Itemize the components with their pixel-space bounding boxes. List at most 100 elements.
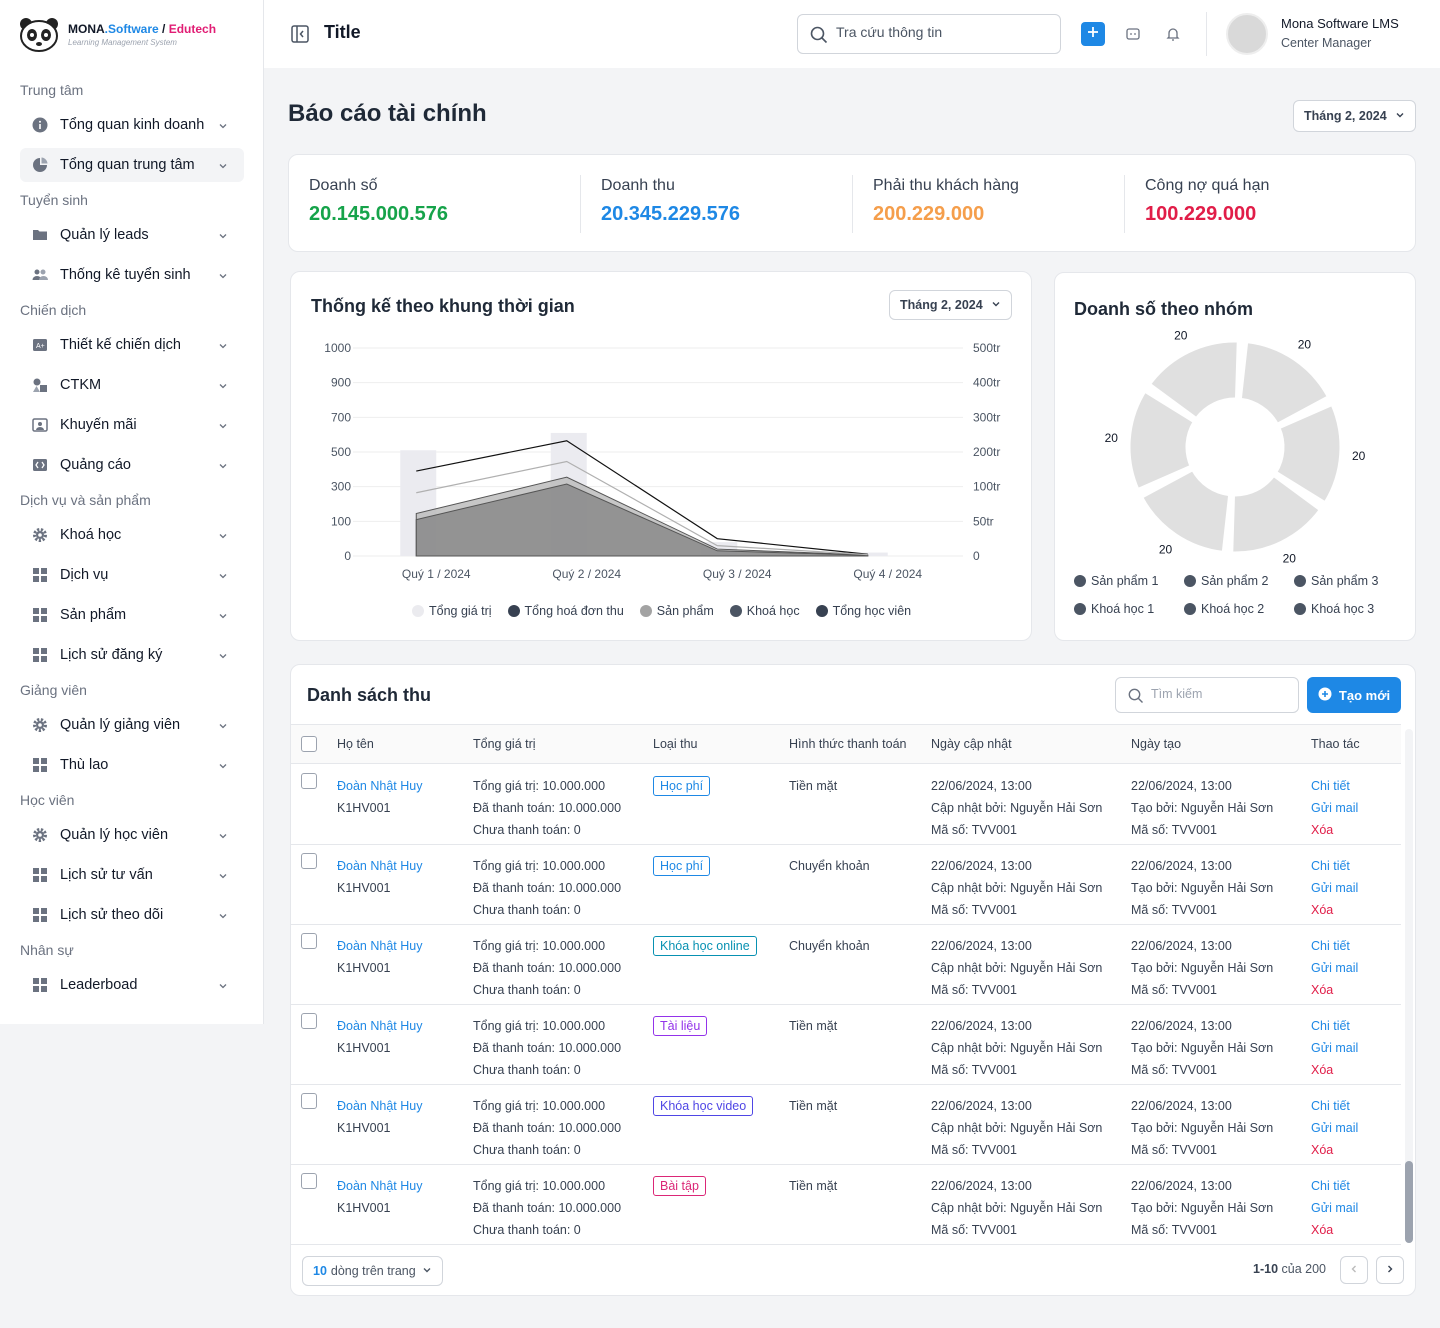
send-mail-link[interactable]: Gửi mail	[1311, 1201, 1359, 1215]
legend-item[interactable]: Sản phẩm	[639, 604, 714, 618]
row-checkbox[interactable]	[301, 773, 317, 789]
y-tick-label: 900	[331, 376, 351, 390]
sidebar-item[interactable]: Quản lý học viên	[20, 818, 244, 852]
actions-cell: Chi tiết Gửi mail Xóa	[1311, 775, 1358, 841]
sidebar-item[interactable]: Thù lao	[20, 748, 244, 782]
legend-item[interactable]: Sản phẩm 1	[1074, 574, 1174, 588]
send-mail-link[interactable]: Gửi mail	[1311, 801, 1359, 815]
detail-link[interactable]: Chi tiết	[1311, 1179, 1350, 1193]
chart-month-select[interactable]: Tháng 2, 2024	[889, 290, 1012, 320]
row-checkbox[interactable]	[301, 1093, 317, 1109]
send-mail-link[interactable]: Gửi mail	[1311, 881, 1359, 895]
sidebar-toggle-icon[interactable]	[290, 24, 310, 44]
sidebar-item[interactable]: Leaderboad	[20, 968, 244, 1002]
legend-item[interactable]: Tổng giá trị	[412, 604, 492, 618]
detail-link[interactable]: Chi tiết	[1311, 779, 1350, 793]
legend-item[interactable]: Khoá học 2	[1184, 602, 1280, 616]
legend-dot	[1294, 603, 1306, 615]
sidebar-item[interactable]: Khoá học	[20, 518, 244, 552]
prev-page-button[interactable]	[1340, 1256, 1368, 1284]
sidebar-item-label: Dịch vụ	[60, 567, 109, 583]
sidebar-item[interactable]: Sản phẩm	[20, 598, 244, 632]
column-header: Tổng giá trị	[473, 737, 536, 751]
sidebar-item[interactable]: A+ Thiết kế chiến dịch	[20, 328, 244, 362]
global-search-input[interactable]	[836, 24, 1046, 40]
student-name-link[interactable]: Đoàn Nhật Huy	[337, 779, 423, 793]
donut-slice[interactable]	[1230, 473, 1323, 555]
donut-slice[interactable]	[1238, 339, 1331, 427]
legend-label: Khoá học 1	[1091, 602, 1155, 616]
table-search[interactable]	[1115, 677, 1299, 713]
delete-link[interactable]: Xóa	[1311, 1223, 1334, 1237]
student-name-link[interactable]: Đoàn Nhật Huy	[337, 1179, 423, 1193]
sidebar-item[interactable]: Lịch sử theo dõi	[20, 898, 244, 932]
detail-link[interactable]: Chi tiết	[1311, 1099, 1350, 1113]
sidebar-item[interactable]: Thống kê tuyển sinh	[20, 258, 244, 292]
row-checkbox[interactable]	[301, 1173, 317, 1189]
legend-item[interactable]: Tổng học viên	[815, 604, 911, 618]
student-name-link[interactable]: Đoàn Nhật Huy	[337, 859, 423, 873]
sidebar-item[interactable]: CTKM	[20, 368, 244, 402]
sidebar-item[interactable]: Quản lý giảng viên	[20, 708, 244, 742]
message-icon[interactable]	[1125, 26, 1141, 42]
total-value: Tổng giá trị: 10.000.000	[473, 939, 606, 953]
created-date: 22/06/2024, 13:00	[1131, 1179, 1232, 1193]
page-size-select[interactable]: 10 dòng trên trang	[302, 1256, 443, 1286]
detail-link[interactable]: Chi tiết	[1311, 859, 1350, 873]
send-mail-link[interactable]: Gửi mail	[1311, 1121, 1359, 1135]
legend-item[interactable]: Tổng hoá đơn thu	[507, 604, 624, 618]
student-name-link[interactable]: Đoàn Nhật Huy	[337, 1019, 423, 1033]
add-button[interactable]	[1081, 22, 1105, 46]
created-date: 22/06/2024, 13:00	[1131, 1099, 1232, 1113]
row-checkbox[interactable]	[301, 933, 317, 949]
sidebar-item[interactable]: Lịch sử tư vấn	[20, 858, 244, 892]
row-checkbox[interactable]	[301, 1013, 317, 1029]
legend-item[interactable]: Khoá học 1	[1074, 602, 1170, 616]
donut-slice[interactable]	[1127, 389, 1197, 492]
legend-item[interactable]: Sản phẩm 3	[1294, 574, 1394, 588]
next-page-button[interactable]	[1376, 1256, 1404, 1284]
y-tick-label: 100	[331, 514, 351, 528]
donut-slice[interactable]	[1139, 467, 1232, 555]
send-mail-link[interactable]: Gửi mail	[1311, 961, 1359, 975]
send-mail-link[interactable]: Gửi mail	[1311, 1041, 1359, 1055]
row-checkbox[interactable]	[301, 853, 317, 869]
delete-link[interactable]: Xóa	[1311, 983, 1334, 997]
table-scrollbar[interactable]	[1405, 729, 1413, 1243]
global-search[interactable]	[797, 14, 1061, 54]
sidebar-item[interactable]: Lịch sử đăng ký	[20, 638, 244, 672]
student-code: K1HV001	[337, 1041, 391, 1055]
legend-item[interactable]: Khoá học 3	[1294, 602, 1390, 616]
sidebar-item[interactable]: Khuyến mãi	[20, 408, 244, 442]
pie-icon	[32, 157, 48, 173]
paid-value: Đã thanh toán: 10.000.000	[473, 1201, 622, 1215]
month-select[interactable]: Tháng 2, 2024	[1293, 100, 1416, 132]
delete-link[interactable]: Xóa	[1311, 1143, 1334, 1157]
donut-slice[interactable]	[1147, 339, 1240, 421]
student-name-link[interactable]: Đoàn Nhật Huy	[337, 939, 423, 953]
avatar[interactable]	[1226, 13, 1268, 55]
sidebar-item[interactable]: Quản lý leads	[20, 218, 244, 252]
legend-dot	[412, 605, 424, 617]
scrollbar-thumb[interactable]	[1405, 1161, 1413, 1243]
delete-link[interactable]: Xóa	[1311, 1063, 1334, 1077]
select-all-checkbox[interactable]	[301, 736, 317, 752]
delete-link[interactable]: Xóa	[1311, 903, 1334, 917]
donut-slice[interactable]	[1273, 402, 1343, 505]
legend-item[interactable]: Sản phẩm 2	[1184, 574, 1284, 588]
timeframe-chart-title: Thống kế theo khung thời gian	[311, 296, 575, 316]
create-button[interactable]: Tạo mới	[1307, 677, 1401, 713]
delete-link[interactable]: Xóa	[1311, 823, 1334, 837]
legend-item[interactable]: Khoá học	[729, 604, 800, 618]
logo[interactable]: MONA.Software / Edutech Learning Managem…	[18, 16, 216, 52]
sidebar-item[interactable]: Quảng cáo	[20, 448, 244, 482]
student-name-link[interactable]: Đoàn Nhật Huy	[337, 1099, 423, 1113]
detail-link[interactable]: Chi tiết	[1311, 1019, 1350, 1033]
sidebar-item[interactable]: Dịch vụ	[20, 558, 244, 592]
table-search-input[interactable]	[1151, 687, 1291, 701]
detail-link[interactable]: Chi tiết	[1311, 939, 1350, 953]
sidebar-item[interactable]: Tổng quan trung tâm	[20, 148, 244, 182]
sidebar-item[interactable]: Tổng quan kinh doanh	[20, 108, 244, 142]
table-row: Đoàn Nhật Huy K1HV001 Tổng giá trị: 10.000…	[291, 1005, 1401, 1085]
bell-icon[interactable]	[1165, 26, 1181, 42]
